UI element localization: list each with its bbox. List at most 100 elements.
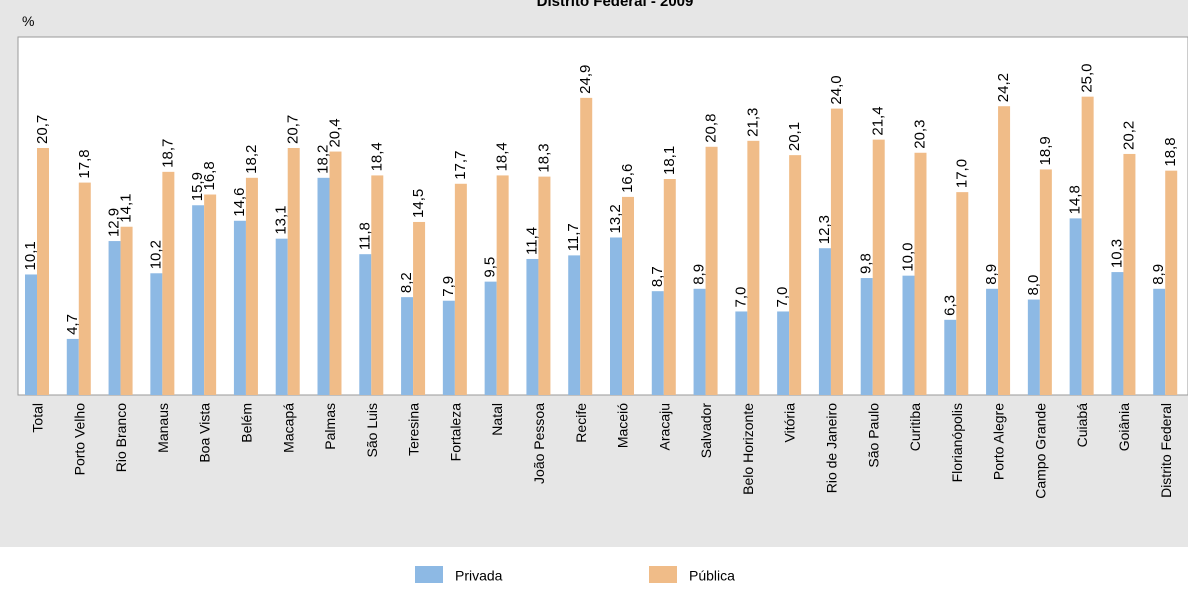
x-tick-label: Belém [239,403,255,443]
data-label: 14,8 [1067,185,1084,214]
data-label: 13,2 [607,204,624,233]
data-label: 18,1 [661,146,678,175]
data-label: 14,6 [231,188,248,217]
data-label: 17,0 [953,159,970,188]
bar [830,108,843,395]
bar [526,258,539,395]
data-label: 14,1 [118,194,135,223]
bar [150,273,163,395]
bar [651,291,664,395]
x-tick-label: Teresina [406,403,422,456]
bar [162,171,175,395]
bar [37,147,49,395]
data-label: 24,0 [828,75,845,104]
data-label: 8,9 [983,264,1000,285]
data-label: 17,7 [452,151,469,180]
x-tick-label: Fortaleza [447,403,463,462]
bar [986,288,999,395]
bar [66,338,79,395]
x-tick-label: Natal [489,403,505,436]
bar [944,319,957,395]
bar [120,226,133,395]
bar [108,241,121,395]
data-label: 12,3 [816,215,833,244]
x-tick-label: Boa Vista [197,403,213,463]
bar [1081,96,1094,396]
data-label: 21,4 [870,106,887,135]
data-label: 8,9 [1150,264,1167,285]
data-label: 14,5 [410,189,427,218]
data-label: 18,3 [535,143,552,172]
data-label: 9,5 [482,257,499,278]
x-tick-label: Campo Grande [1032,403,1048,499]
legend-label: Privada [455,568,503,584]
data-label: 7,9 [440,276,457,297]
bar [902,275,915,395]
bar [735,311,748,395]
bar [413,221,426,395]
bar [998,106,1011,396]
data-label: 18,2 [314,145,331,174]
data-label: 7,0 [774,287,791,308]
bar [956,192,969,395]
bar [1039,169,1052,395]
data-label: 16,8 [201,161,218,190]
data-label: 7,0 [732,287,749,308]
x-tick-label: Palmas [322,403,338,450]
data-label: 8,2 [398,272,415,293]
bar [78,182,91,395]
data-label: 20,4 [326,118,343,147]
bar [693,288,706,395]
data-label: 20,8 [703,114,720,143]
bar [663,179,676,395]
legend-swatch [415,566,443,583]
bar [454,183,467,395]
x-tick-label: Goiânia [1116,403,1132,451]
bar [1069,218,1082,395]
bar [192,205,205,395]
legend-label: Pública [689,568,735,584]
bar [1165,170,1178,395]
data-label: 24,2 [995,73,1012,102]
bar [1123,153,1136,395]
x-tick-label: Salvador [698,403,714,459]
data-label: 8,9 [691,264,708,285]
x-tick-label: Florianópolis [949,403,965,482]
bar [287,147,300,395]
x-tick-label: Porto Velho [71,403,87,476]
bar [204,194,217,395]
x-tick-label: Distrito Federal [1158,403,1174,498]
x-tick-label: Rio Branco [113,403,129,472]
bar [317,177,330,395]
bar [401,297,414,395]
bar [705,146,718,395]
bar [622,196,634,395]
bar [568,255,581,395]
bar [245,177,258,395]
data-label: 12,9 [106,208,123,237]
x-tick-label: São Paulo [865,403,881,468]
x-tick-label: Macapá [280,403,296,453]
bar [538,176,551,395]
data-label: 17,8 [76,149,93,178]
bar [610,237,622,395]
data-label: 24,9 [577,65,594,94]
data-label: 4,7 [64,314,81,335]
x-tick-label: Rio de Janeiro [824,403,840,493]
data-label: 10,3 [1108,239,1125,268]
bar [789,155,802,395]
bar [860,278,873,395]
data-label: 18,8 [1162,137,1179,166]
bar [580,97,593,396]
data-label: 11,4 [523,227,540,255]
data-label: 18,9 [1037,136,1054,165]
bar [496,175,509,395]
x-tick-label: São Luis [364,403,380,457]
bar [818,248,831,395]
bar [1027,299,1040,395]
x-tick-label: Curitiba [907,403,923,451]
x-tick-label: Cuiabá [1074,403,1090,448]
x-tick-label: Total [30,403,46,433]
x-tick-label: João Pessoa [531,403,547,484]
